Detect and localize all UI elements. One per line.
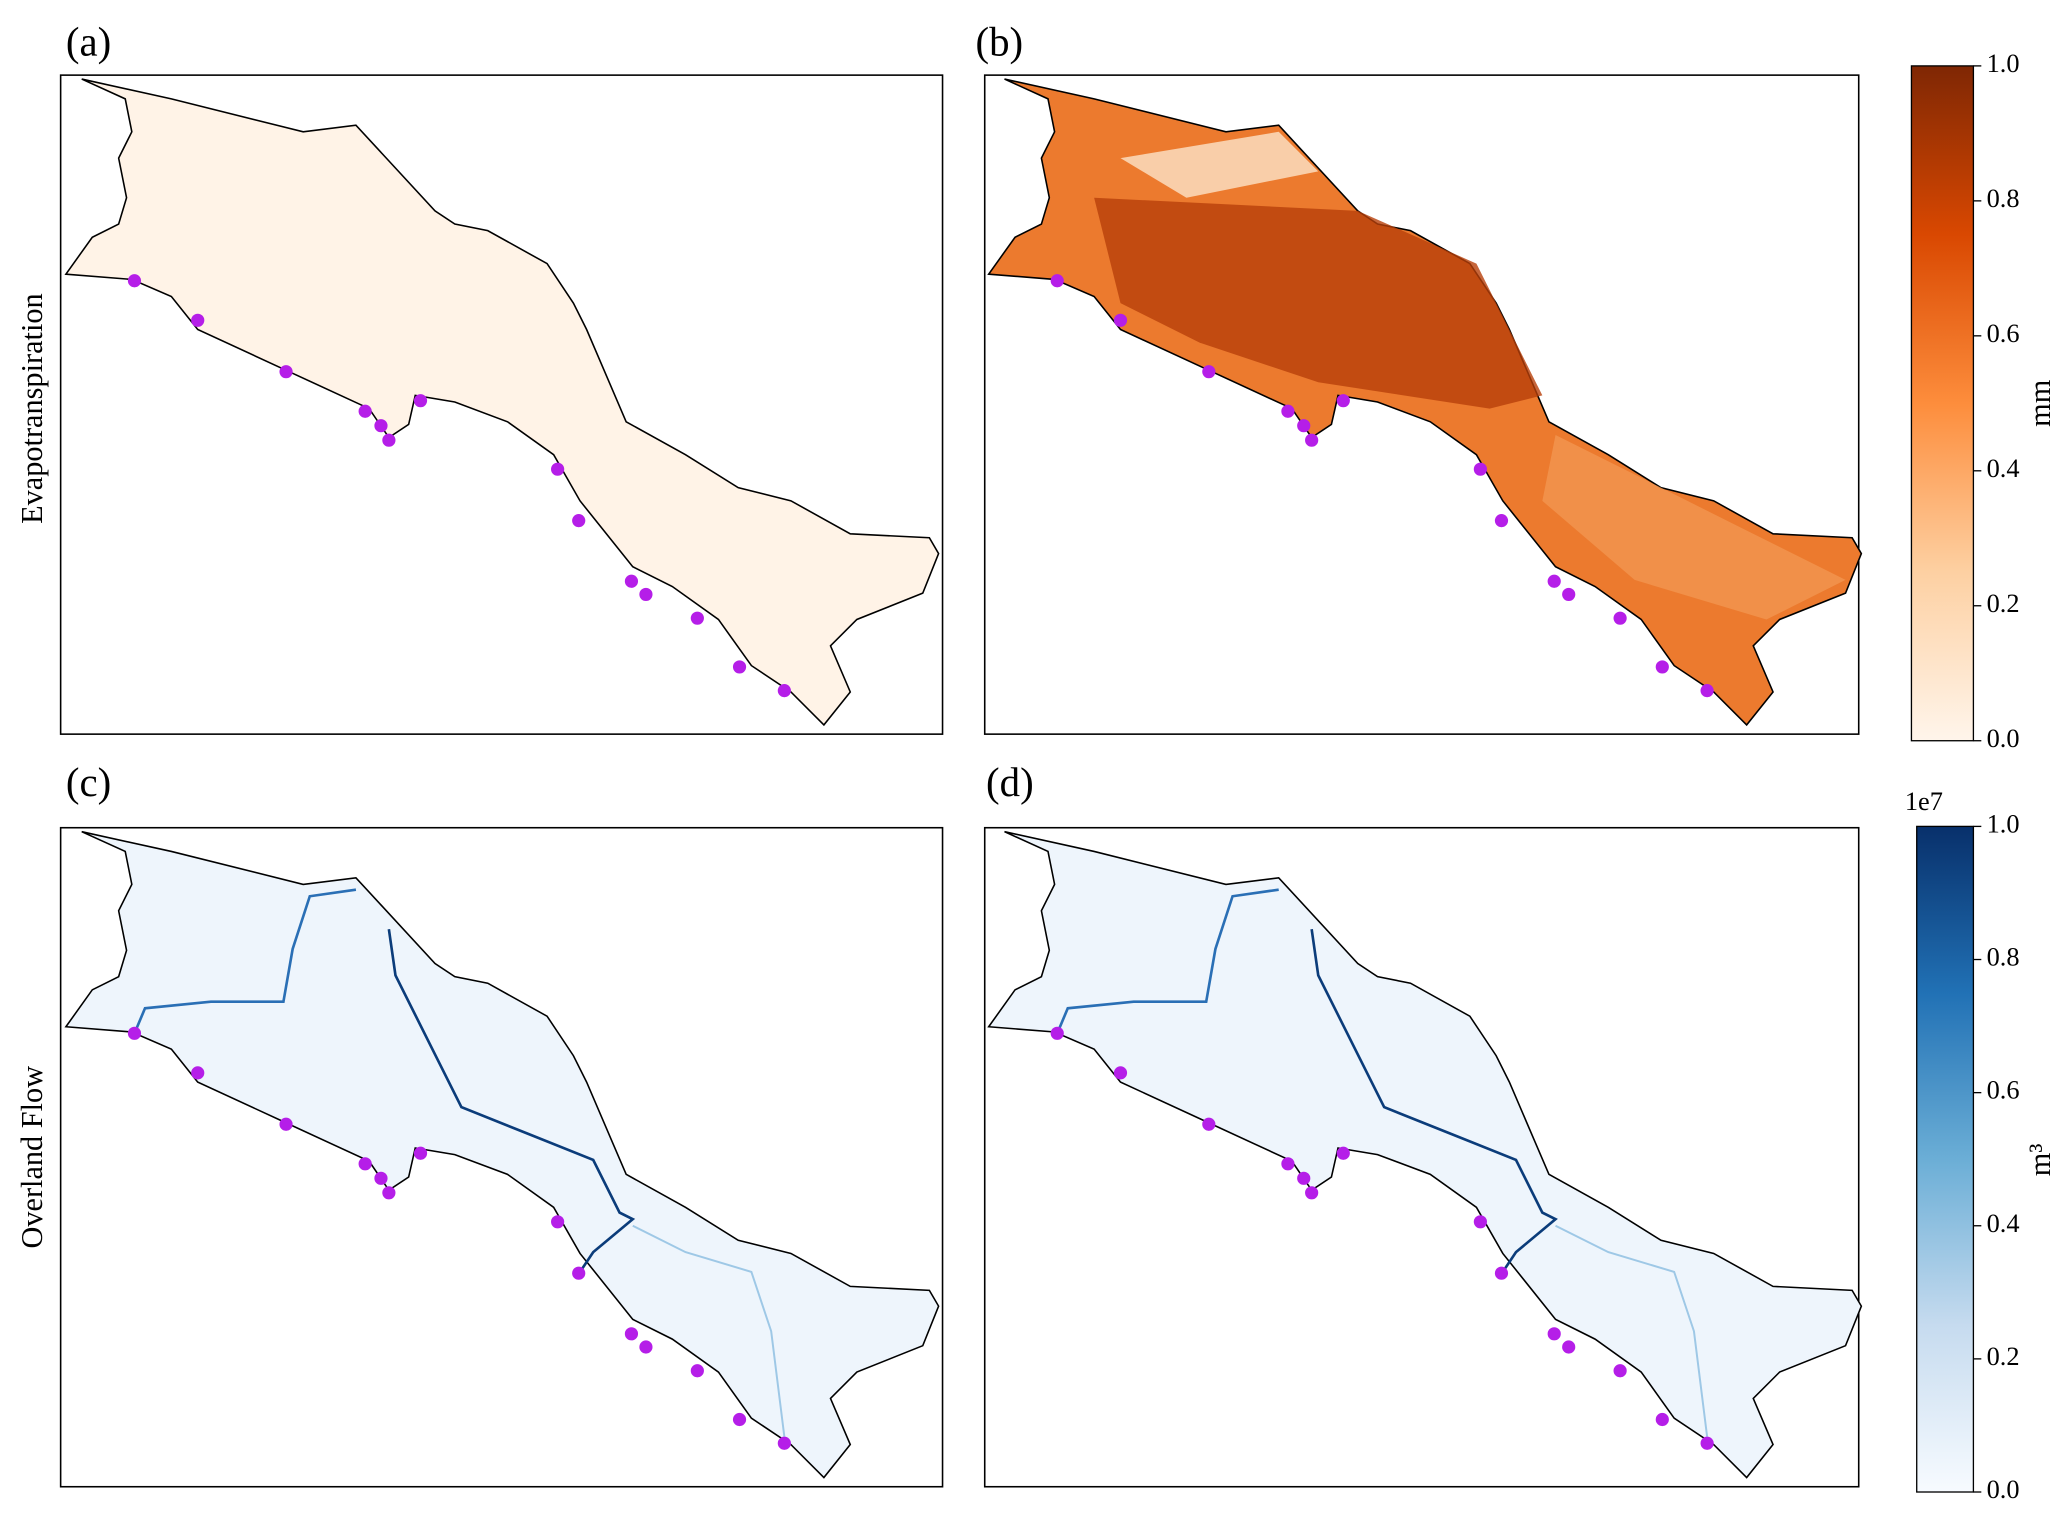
map [64, 78, 940, 727]
gauge-point [374, 419, 388, 433]
colorbar-tick-label: 0.8 [1987, 943, 2020, 972]
colorbar-tick-label: 0.4 [1987, 454, 2020, 483]
maps [59, 74, 1863, 1488]
gauge-point [191, 313, 205, 327]
gauge-point [1297, 1171, 1311, 1185]
gauge-point [1202, 365, 1216, 379]
offset-label: 1e7 [1905, 787, 1943, 816]
gauge-point [551, 462, 565, 476]
gauge-point [1305, 1186, 1319, 1200]
gauge-point [1050, 1026, 1064, 1040]
colorbar-label: mm [2023, 379, 2057, 427]
gauge-point [1655, 1412, 1669, 1427]
gauge-point [127, 1026, 142, 1040]
gauge-point [1700, 684, 1714, 698]
colorbar-tick-label: 0.4 [1987, 1209, 2020, 1238]
gauge-point [624, 1327, 639, 1341]
gauge-point [1336, 1146, 1350, 1160]
gauge-point [1655, 660, 1669, 674]
panel-label: (c) [66, 760, 111, 805]
river [133, 888, 357, 1034]
gauge-point [382, 433, 396, 447]
region [64, 78, 940, 727]
row-label: Overland Flow [15, 1066, 49, 1249]
panel-label: (d) [986, 760, 1034, 805]
map [64, 830, 940, 1479]
colorbar [1910, 65, 1975, 742]
gauge-point [1281, 1157, 1295, 1171]
gauge-point [279, 365, 293, 379]
gauge-point [690, 1364, 704, 1378]
gauge-point [191, 1066, 205, 1080]
river [632, 1224, 786, 1437]
colorbar-tick-label: 0.0 [1987, 1475, 2020, 1504]
panel-label: (b) [975, 19, 1023, 64]
gauge-point [624, 574, 639, 588]
colorbar-tick-label: 0.6 [1987, 1076, 2020, 1105]
low-et-zone [1120, 131, 1319, 198]
colorbar-tick-label: 0.8 [1987, 184, 2020, 213]
row-label: Evapotranspiration [15, 293, 49, 524]
gauge-point [413, 1146, 428, 1160]
gauge-point [1547, 574, 1561, 588]
colorbar-tick-label: 1.0 [1987, 49, 2020, 78]
gauge-point [1700, 1436, 1714, 1450]
gauge-point [1494, 514, 1509, 528]
gauge-point [1613, 1364, 1627, 1378]
river [1310, 929, 1558, 1273]
colorbar-tick-label: 0.0 [1987, 724, 2020, 753]
gauge-point [1113, 1066, 1128, 1080]
gauge-point [1562, 587, 1576, 602]
mid-et-zone [1542, 434, 1846, 620]
gauge-point [1281, 404, 1295, 418]
gauge-point [1473, 1215, 1487, 1229]
gauge-point [1050, 274, 1064, 288]
gauge-point [732, 1412, 747, 1427]
gauge-point [127, 274, 142, 288]
gauge-point [1305, 433, 1319, 447]
gauge-point [279, 1117, 293, 1131]
high-et-zone [1094, 197, 1543, 409]
gauge-point [1336, 394, 1350, 408]
gauge-point [777, 684, 791, 698]
gauge-point [551, 1215, 565, 1229]
gauge-point [639, 587, 653, 602]
gauge-point [732, 660, 747, 674]
map [987, 830, 1863, 1479]
gauge-point [1613, 611, 1627, 625]
gauge-point [374, 1171, 388, 1185]
gauge-point [1562, 1340, 1576, 1354]
gauge-point [382, 1186, 396, 1200]
gauge-point [1202, 1117, 1216, 1131]
colorbar-tick-label: 0.6 [1987, 319, 2020, 348]
gauge-point [572, 1266, 586, 1280]
gauge-point [690, 611, 704, 625]
gauge-point [1494, 1266, 1509, 1280]
gauge-point [358, 1157, 372, 1171]
river [1555, 1224, 1709, 1437]
river [387, 929, 636, 1273]
gauge-point [572, 514, 586, 528]
river [1056, 888, 1279, 1034]
gauge-point [358, 404, 372, 418]
gauge-point [1547, 1327, 1561, 1341]
colorbar-tick-label: 1.0 [1987, 809, 2020, 838]
gauge-point [1113, 313, 1128, 327]
colorbar-tick-label: 0.2 [1987, 589, 2020, 618]
panel-label: (a) [66, 19, 111, 64]
gauge-point [413, 394, 428, 408]
map [987, 78, 1863, 727]
colorbar-label: m³ [2023, 1144, 2057, 1177]
colorbar [1916, 825, 1975, 1493]
gauge-point [777, 1436, 791, 1450]
colorbar-tick-label: 0.2 [1987, 1342, 2020, 1371]
gauge-point [639, 1340, 653, 1354]
gauge-point [1297, 419, 1311, 433]
gauge-point [1473, 462, 1487, 476]
